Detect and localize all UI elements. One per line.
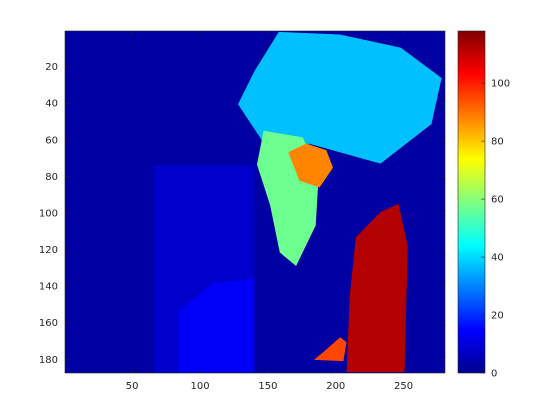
y-tick-label: 60: [45, 135, 58, 146]
heatmap-image: [65, 31, 445, 373]
y-axis: 20 40 60 80 100 120 140 160 180: [39, 62, 445, 366]
region-hand: [346, 203, 408, 373]
colorbar-tick-label: 40: [491, 253, 504, 264]
colorbar-tick-label: 100: [491, 79, 510, 90]
x-tick-label: 250: [394, 381, 413, 392]
y-tick-label: 160: [39, 318, 58, 329]
y-tick-label: 80: [45, 172, 58, 183]
region-hair: [238, 31, 442, 164]
y-tick-label: 180: [39, 355, 58, 366]
y-tick-label: 40: [45, 99, 58, 110]
x-tick-label: 150: [258, 381, 277, 392]
region-lower-left-body: [178, 278, 255, 373]
x-tick-label: 200: [326, 381, 345, 392]
colorbar-tick-label: 60: [491, 195, 504, 206]
region-glasses: [288, 143, 333, 188]
colorbar-axis: 0 20 40 60 80 100: [481, 79, 510, 380]
plot-frame: [64, 30, 446, 374]
y-tick-label: 100: [39, 208, 58, 219]
y-tick-label: 120: [39, 245, 58, 256]
y-tick-label: 140: [39, 282, 58, 293]
colorbar: 0 20 40 60 80 100: [457, 30, 510, 380]
plot-area: 50 100 150 200 250 20 40 60 80 100 120 140 160 180: [39, 30, 446, 392]
colorbar-tick-label: 0: [491, 369, 497, 380]
colorbar-tick-label: 20: [491, 311, 504, 322]
x-tick-label: 100: [190, 381, 209, 392]
y-tick-label: 20: [45, 62, 58, 73]
colorbar-frame: [457, 30, 486, 374]
region-collar: [314, 337, 347, 362]
x-tick-label: 50: [126, 381, 139, 392]
colorbar-gradient: [458, 31, 485, 373]
colorbar-tick-label: 80: [491, 137, 504, 148]
x-axis: 50 100 150 200 250: [126, 31, 413, 392]
